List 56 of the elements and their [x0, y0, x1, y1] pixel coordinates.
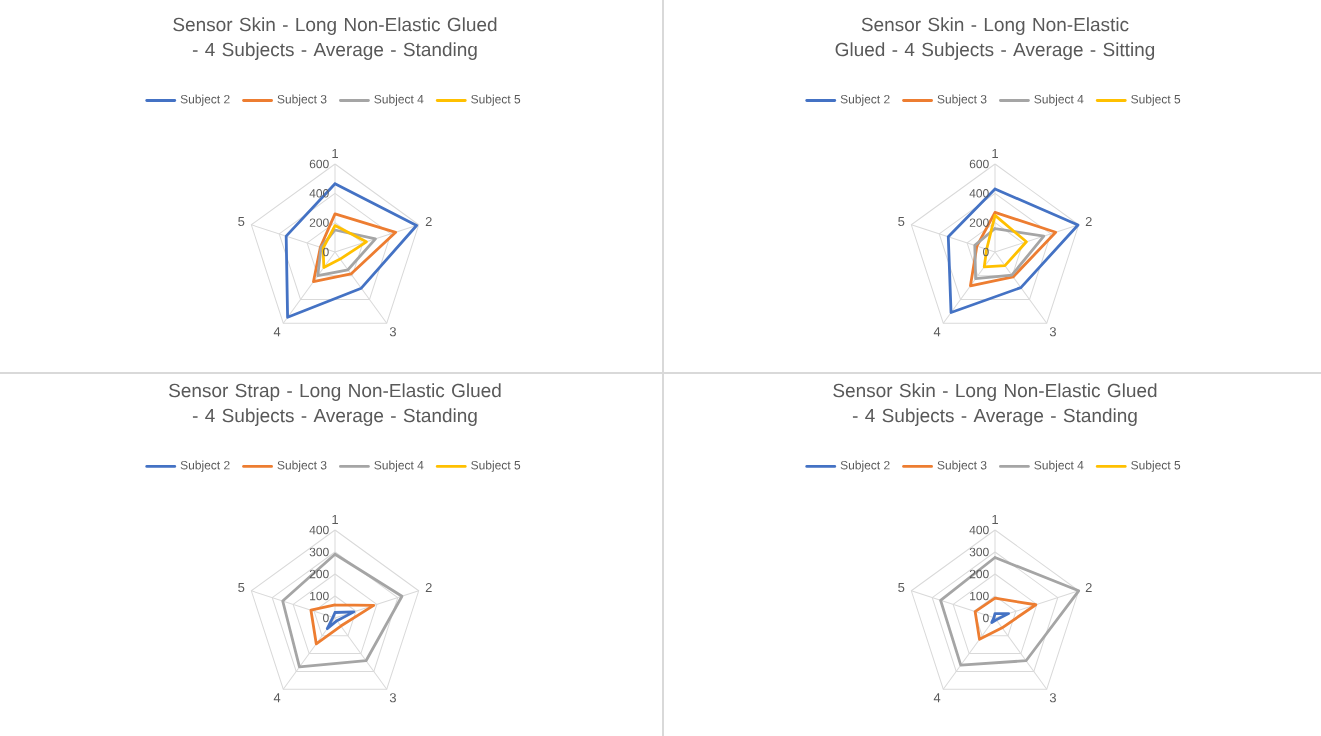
legend-label: Subject 4	[374, 94, 424, 106]
spoke-label: 1	[332, 514, 338, 524]
y-tick-label: 200	[309, 218, 329, 227]
legend-label: Subject 3	[277, 460, 327, 472]
spoke-label: 2	[425, 217, 432, 227]
spoke-label: 1	[992, 148, 998, 158]
chart-title: Sensor Skin - Long Non-Elastic Glued - 4 Subjects - Average - Standing	[173, 17, 497, 61]
y-tick-label: 300	[969, 547, 989, 557]
chart-title: Sensor Strap - Long Non-Elastic Glued - 4 Subjects - Average - Standing	[169, 383, 501, 427]
spoke-label: 3	[389, 327, 396, 337]
chart-title: Sensor Skin - Long Non-Elastic Glued - 4 Subjects - Average - Sitting	[835, 17, 1155, 61]
spoke-label: 5	[898, 583, 905, 593]
y-tick-label: 600	[969, 159, 989, 169]
y-tick-label: 0	[323, 613, 329, 623]
y-tick-label: 400	[969, 189, 989, 198]
legend-label: Subject 3	[937, 460, 987, 472]
y-tick-label: 100	[970, 591, 989, 601]
y-tick-label: 200	[969, 569, 989, 579]
spoke-label: 4	[933, 693, 941, 703]
spoke-label: 3	[1049, 693, 1056, 703]
spoke-label: 3	[1049, 327, 1056, 337]
spoke-label: 1	[992, 514, 998, 524]
y-tick-label: 400	[309, 525, 329, 535]
spoke-label: 4	[933, 327, 941, 337]
spoke-label: 5	[898, 217, 905, 227]
y-tick-label: 600	[309, 159, 329, 169]
legend-label: Subject 5	[471, 460, 521, 472]
spoke-label: 3	[389, 693, 396, 703]
legend-label: Subject 2	[840, 460, 890, 472]
spoke-label: 2	[1085, 217, 1092, 227]
spoke-label: 2	[1085, 583, 1092, 593]
legend-label: Subject 4	[374, 460, 424, 472]
legend-label: Subject 3	[937, 94, 987, 106]
legend-label: Subject 4	[1034, 94, 1084, 106]
y-tick-label: 200	[309, 569, 329, 579]
y-tick-label: 300	[309, 547, 329, 557]
y-tick-label: 100	[310, 591, 329, 601]
y-tick-label: 0	[983, 613, 989, 623]
legend-label: Subject 5	[1131, 94, 1181, 106]
y-tick-label: 400	[969, 525, 989, 535]
legend-label: Subject 2	[840, 94, 890, 106]
spoke-label: 5	[238, 583, 245, 593]
spoke-label: 2	[425, 583, 432, 593]
legend-label: Subject 2	[180, 460, 230, 472]
y-tick-label: 0	[983, 247, 989, 257]
legend-label: Subject 4	[1034, 460, 1084, 472]
y-tick-label: 200	[969, 218, 989, 227]
spoke-label: 1	[332, 148, 338, 158]
spoke-label: 4	[273, 327, 281, 337]
spoke-label: 4	[273, 693, 281, 703]
legend-label: Subject 2	[180, 94, 230, 106]
legend-label: Subject 5	[1131, 460, 1181, 472]
legend-label: Subject 5	[471, 94, 521, 106]
spoke-label: 5	[238, 217, 245, 227]
chart-title: Sensor Skin - Long Non-Elastic Glued - 4 Subjects - Average - Standing	[833, 383, 1157, 427]
legend-label: Subject 3	[277, 94, 327, 106]
